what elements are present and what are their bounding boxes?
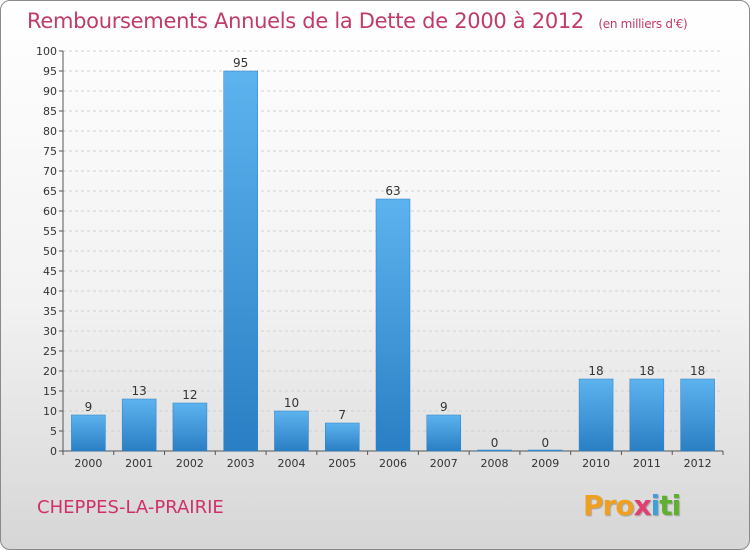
y-tick-label: 35 bbox=[43, 305, 57, 318]
y-tick-label: 20 bbox=[43, 365, 57, 378]
y-tick-label: 75 bbox=[43, 145, 57, 158]
y-tick-label: 50 bbox=[43, 245, 57, 258]
chart-title: Remboursements Annuels de la Dette de 20… bbox=[27, 9, 688, 33]
y-tick-label: 40 bbox=[43, 285, 57, 298]
y-tick-label: 90 bbox=[43, 85, 57, 98]
logo-part-2: x bbox=[633, 489, 652, 522]
data-label: 63 bbox=[385, 184, 400, 198]
data-label: 18 bbox=[639, 364, 654, 378]
x-tick-label: 2008 bbox=[481, 457, 509, 470]
y-tick-label: 0 bbox=[50, 445, 57, 458]
x-tick-label: 2001 bbox=[125, 457, 153, 470]
data-label: 13 bbox=[132, 384, 147, 398]
bar bbox=[680, 378, 715, 452]
y-tick-label: 25 bbox=[43, 345, 57, 358]
bar bbox=[578, 378, 614, 452]
x-tick-label: 2005 bbox=[328, 457, 356, 470]
logo-part-1: Pro bbox=[583, 489, 635, 522]
bar bbox=[71, 414, 106, 452]
proxiti-logo[interactable]: Proxiti bbox=[583, 489, 681, 522]
y-tick-label: 95 bbox=[43, 65, 57, 78]
y-tick-label: 55 bbox=[43, 225, 57, 238]
x-tick-label: 2006 bbox=[379, 457, 407, 470]
data-label: 7 bbox=[338, 408, 346, 422]
x-tick-label: 2000 bbox=[74, 457, 102, 470]
data-label: 12 bbox=[182, 388, 197, 402]
data-label: 9 bbox=[85, 400, 93, 414]
y-tick-label: 65 bbox=[43, 185, 57, 198]
bar bbox=[375, 198, 411, 452]
bar bbox=[528, 449, 563, 452]
x-tick-label: 2010 bbox=[582, 457, 610, 470]
data-label: 9 bbox=[440, 400, 448, 414]
bar bbox=[629, 378, 665, 452]
chart-title-text: Remboursements Annuels de la Dette de 20… bbox=[27, 9, 584, 33]
x-tick-label: 2007 bbox=[430, 457, 458, 470]
bar bbox=[121, 398, 157, 452]
bar bbox=[426, 414, 462, 452]
x-tick-label: 2004 bbox=[277, 457, 305, 470]
y-tick-label: 10 bbox=[43, 405, 57, 418]
y-tick-label: 60 bbox=[43, 205, 57, 218]
y-tick-label: 30 bbox=[43, 325, 57, 338]
data-label: 0 bbox=[541, 436, 549, 450]
chart-unit: (en milliers d'€) bbox=[598, 17, 688, 31]
bar bbox=[274, 410, 309, 452]
bars bbox=[71, 70, 715, 452]
data-label: 0 bbox=[491, 436, 499, 450]
logo-part-3: i bbox=[650, 489, 661, 522]
bar bbox=[477, 449, 512, 452]
x-tick-label: 2009 bbox=[531, 457, 559, 470]
y-tick-label: 70 bbox=[43, 165, 57, 178]
data-label: 18 bbox=[690, 364, 705, 378]
x-tick-label: 2002 bbox=[176, 457, 204, 470]
data-label: 18 bbox=[588, 364, 603, 378]
y-tick-label: 45 bbox=[43, 265, 57, 278]
x-tick-label: 2003 bbox=[227, 457, 255, 470]
y-tick-label: 85 bbox=[43, 105, 57, 118]
x-tick-label: 2011 bbox=[633, 457, 661, 470]
logo-part-4: ti bbox=[659, 489, 681, 522]
data-labels: 9 13 12 95 10 7 63 9 0 0 18 18 18 bbox=[85, 56, 706, 450]
y-tick-label: 100 bbox=[36, 45, 57, 58]
y-tick-label: 15 bbox=[43, 385, 57, 398]
bar bbox=[324, 422, 360, 452]
bar bbox=[223, 70, 258, 452]
y-tick-label: 80 bbox=[43, 125, 57, 138]
bar bbox=[172, 402, 208, 452]
data-label: 95 bbox=[233, 56, 248, 70]
commune-name: CHEPPES-LA-PRAIRIE bbox=[37, 497, 224, 518]
y-tick-label: 5 bbox=[50, 425, 57, 438]
data-label: 10 bbox=[284, 396, 299, 410]
x-tick-label: 2012 bbox=[684, 457, 712, 470]
